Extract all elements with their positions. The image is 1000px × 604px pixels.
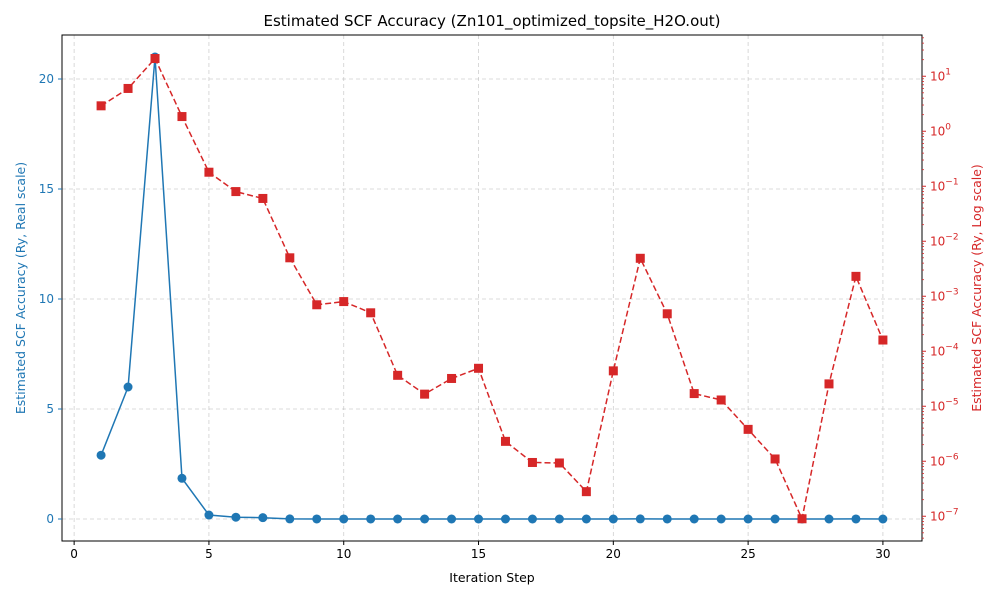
- real-scale-data-point: [878, 514, 888, 524]
- log-scale-data-point: [420, 389, 430, 399]
- log-scale-data-point: [851, 271, 861, 281]
- log-scale-data-point: [743, 424, 753, 434]
- x-tick-label: 25: [740, 547, 755, 561]
- right-y-tick-label: 100: [930, 122, 951, 138]
- log-scale-data-point: [500, 436, 510, 446]
- series-layer: [96, 52, 888, 524]
- real-scale-data-point: [581, 514, 591, 524]
- axes-layer: 0 5 10 15 20 25 30 0 5 10 15 20 10−7 10−6 10−5 10−4 10−3…: [39, 37, 959, 561]
- log-scale-data-point: [231, 187, 241, 197]
- log-scale-data-point: [554, 458, 564, 468]
- left-y-tick-label: 0: [46, 512, 54, 526]
- right-y-tick-label: 10−4: [930, 342, 959, 358]
- real-scale-data-point: [716, 514, 726, 524]
- x-tick-label: 30: [875, 547, 890, 561]
- real-scale-data-point: [312, 514, 322, 524]
- grid-layer: [62, 35, 922, 541]
- real-scale-data-point: [339, 514, 349, 524]
- real-scale-data-point: [608, 514, 618, 524]
- log-scale-data-point: [123, 83, 133, 93]
- right-y-tick-label: 10−3: [930, 287, 959, 303]
- log-scale-data-point: [204, 167, 214, 177]
- log-scale-data-point: [177, 112, 187, 122]
- log-scale-data-point: [716, 395, 726, 405]
- real-scale-data-point: [474, 514, 484, 524]
- log-scale-data-point: [393, 370, 403, 380]
- x-tick-label: 0: [70, 547, 78, 561]
- log-scale-data-point: [366, 308, 376, 318]
- real-scale-data-point: [851, 514, 861, 524]
- log-scale-data-point: [96, 101, 106, 111]
- real-scale-data-point: [285, 514, 295, 524]
- real-scale-data-point: [393, 514, 403, 524]
- real-scale-data-point: [420, 514, 430, 524]
- real-scale-data-point: [258, 513, 268, 523]
- log-scale-data-point: [797, 514, 807, 524]
- right-y-tick-label: 10−7: [930, 507, 959, 523]
- log-scale-data-point: [824, 379, 834, 389]
- log-scale-data-point: [770, 454, 780, 464]
- right-y-tick-label: 10−2: [930, 232, 959, 248]
- log-scale-data-point: [878, 335, 888, 345]
- left-y-tick-label: 5: [46, 402, 54, 416]
- log-scale-data-point: [527, 457, 537, 467]
- real-scale-data-point: [770, 514, 780, 524]
- log-scale-data-point: [474, 363, 484, 373]
- x-axis-label: Iteration Step: [449, 570, 535, 585]
- log-scale-data-point: [581, 487, 591, 497]
- log-scale-data-point: [635, 253, 645, 263]
- real-scale-data-point: [177, 473, 187, 483]
- x-tick-label: 20: [606, 547, 621, 561]
- real-scale-data-point: [527, 514, 537, 524]
- log-scale-data-point: [662, 309, 672, 319]
- left-y-tick-label: 10: [39, 292, 54, 306]
- x-tick-label: 5: [205, 547, 213, 561]
- real-scale-data-point: [689, 514, 699, 524]
- log-scale-data-point: [339, 297, 349, 307]
- right-y-tick-label: 10−1: [930, 177, 959, 193]
- left-y-tick-label: 15: [39, 182, 54, 196]
- left-y-tick-label: 20: [39, 72, 54, 86]
- plot-frame: [61, 34, 923, 542]
- real-scale-data-point: [204, 510, 214, 520]
- real-scale-data-point: [554, 514, 564, 524]
- x-tick-label: 10: [336, 547, 351, 561]
- right-y-tick-label: 10−5: [930, 397, 959, 413]
- real-scale-data-point: [635, 514, 645, 524]
- right-y-axis-label: Estimated SCF Accuracy (Ry, Log scale): [969, 164, 984, 412]
- log-scale-data-point: [150, 54, 160, 64]
- log-scale-data-point: [312, 300, 322, 310]
- real-scale-data-point: [743, 514, 753, 524]
- log-scale-data-point: [689, 389, 699, 399]
- real-scale-data-point: [447, 514, 457, 524]
- real-scale-data-point: [662, 514, 672, 524]
- real-scale-data-point: [231, 512, 241, 522]
- chart-title: Estimated SCF Accuracy (Zn101_optimized_…: [264, 12, 721, 31]
- x-tick-label: 15: [471, 547, 486, 561]
- right-y-tick-label: 10−6: [930, 452, 959, 468]
- log-scale-data-point: [258, 193, 268, 203]
- log-scale-data-point: [608, 366, 618, 376]
- real-scale-data-point: [500, 514, 510, 524]
- log-scale-data-point: [285, 253, 295, 263]
- log-scale-data-point: [447, 373, 457, 383]
- real-scale-data-point: [824, 514, 834, 524]
- left-y-axis-label: Estimated SCF Accuracy (Ry, Real scale): [13, 162, 28, 414]
- real-scale-data-point: [96, 450, 106, 460]
- right-y-tick-label: 101: [930, 67, 951, 83]
- real-scale-data-point: [123, 382, 133, 392]
- real-scale-data-point: [366, 514, 376, 524]
